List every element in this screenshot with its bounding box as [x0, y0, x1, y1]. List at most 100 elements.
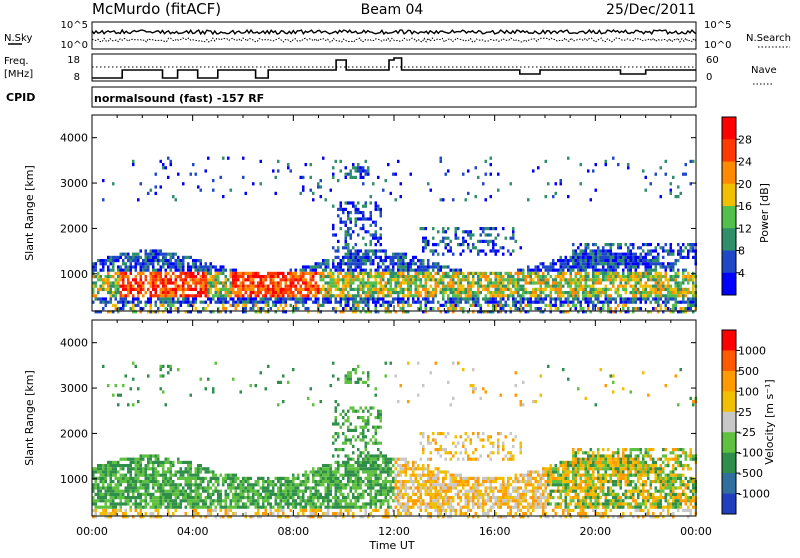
velocity-cell [347, 477, 350, 480]
power-cell [607, 278, 610, 281]
power-cell [310, 278, 313, 281]
power-cell [247, 272, 250, 275]
velocity-cell [97, 499, 100, 502]
power-cell [400, 262, 403, 265]
power-cell [250, 281, 253, 284]
power-cell [285, 285, 288, 288]
velocity-cell [327, 502, 330, 505]
power-cell [205, 288, 208, 291]
power-cell [580, 163, 583, 166]
power-cell [670, 294, 673, 297]
power-cell [110, 285, 113, 288]
velocity-cell [317, 480, 320, 483]
power-cell [412, 301, 415, 304]
velocity-cell [162, 486, 165, 489]
power-cell [312, 265, 315, 268]
velocity-cell [230, 490, 233, 493]
power-cell [407, 275, 410, 278]
power-cell [477, 278, 480, 281]
power-cell [325, 301, 328, 304]
power-cell [382, 259, 385, 262]
velocity-cell [132, 483, 135, 486]
power-cell [117, 278, 120, 281]
velocity-cell [347, 467, 350, 470]
power-cell [127, 278, 130, 281]
power-cell [407, 297, 410, 300]
power-cell [510, 281, 513, 284]
velocity-cell [190, 470, 193, 473]
power-cell [447, 301, 450, 304]
velocity-cell [305, 502, 308, 505]
power-cell [105, 281, 108, 284]
power-cell [462, 249, 465, 252]
velocity-cell [337, 448, 340, 451]
velocity-cell [260, 496, 263, 499]
power-cell [462, 285, 465, 288]
power-cell [607, 304, 610, 307]
power-cell [465, 278, 468, 281]
velocity-cell [222, 477, 225, 480]
velocity-cell [177, 486, 180, 489]
velocity-cell [177, 506, 180, 509]
power-cell [320, 291, 323, 294]
power-cell [312, 278, 315, 281]
power-cell [257, 288, 260, 291]
velocity-cell [247, 499, 250, 502]
velocity-cell [192, 474, 195, 477]
power-cell [605, 262, 608, 265]
power-cell [210, 272, 213, 275]
velocity-cell [135, 483, 138, 486]
power-cell [462, 288, 465, 291]
power-cell [137, 294, 140, 297]
velocity-cell [170, 486, 173, 489]
power-cell [402, 294, 405, 297]
velocity-cell [140, 458, 143, 461]
power-cell [162, 294, 165, 297]
power-cell [502, 253, 505, 256]
power-cell [557, 259, 560, 262]
power-cell [402, 278, 405, 281]
power-cell [182, 288, 185, 291]
power-cell [427, 243, 430, 246]
velocity-cell [100, 506, 103, 509]
velocity-cell [352, 410, 355, 413]
velocity-cell [117, 464, 120, 467]
power-cell [330, 275, 333, 278]
power-cell [232, 291, 235, 294]
power-cell [475, 272, 478, 275]
velocity-cell [177, 483, 180, 486]
velocity-cell [260, 371, 263, 374]
velocity-cell [200, 483, 203, 486]
power-cell [362, 288, 365, 291]
power-cell [600, 249, 603, 252]
velocity-cell [332, 474, 335, 477]
velocity-cell [170, 477, 173, 480]
power-cell [527, 269, 530, 272]
power-cell [125, 288, 128, 291]
velocity-cell [215, 509, 218, 512]
power-cell [172, 195, 175, 198]
power-cell [625, 285, 628, 288]
power-cell [585, 294, 588, 297]
power-cell [385, 269, 388, 272]
power-cell [347, 233, 350, 236]
velocity-cell [105, 493, 108, 496]
power-cell [200, 285, 203, 288]
power-cell [605, 243, 608, 246]
velocity-cell [292, 506, 295, 509]
power-cell [425, 272, 428, 275]
velocity-cell [190, 461, 193, 464]
power-cell [582, 294, 585, 297]
velocity-cell [250, 477, 253, 480]
power-cell [435, 272, 438, 275]
power-cell [145, 275, 148, 278]
velocity-cell [142, 470, 145, 473]
power-cell [527, 281, 530, 284]
power-cell [345, 230, 348, 233]
power-cell [537, 272, 540, 275]
power-cell [347, 249, 350, 252]
power-cell [132, 301, 135, 304]
velocity-cell [215, 490, 218, 493]
power-cell [652, 291, 655, 294]
power-cell [362, 285, 365, 288]
